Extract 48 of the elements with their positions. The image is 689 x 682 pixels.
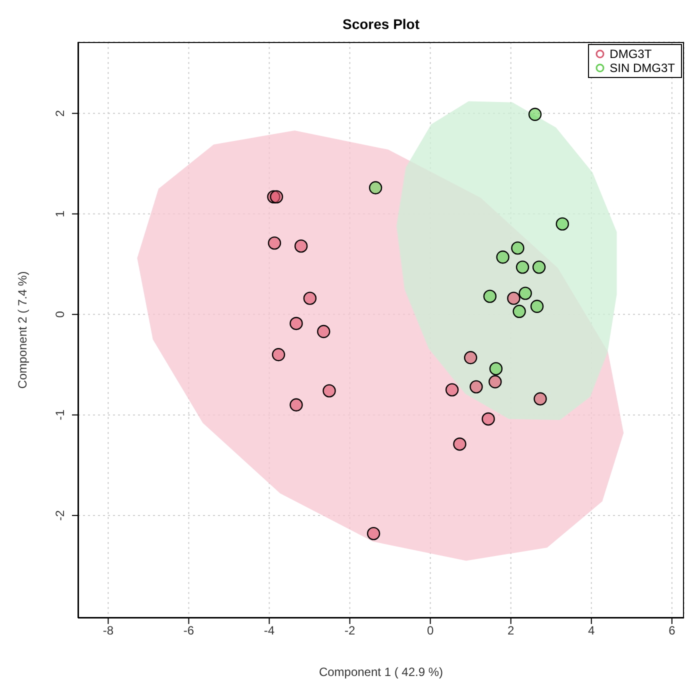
point: [512, 304, 526, 318]
point: [534, 392, 547, 406]
point: [528, 108, 542, 121]
point: [290, 316, 303, 330]
point: [507, 292, 520, 305]
point: [453, 437, 466, 451]
point: [530, 300, 544, 313]
point: [518, 286, 532, 300]
y-axis-title: Component 2 ( 7.4 %): [15, 271, 30, 389]
point: [511, 241, 524, 255]
legend-label: SIN DMG3T: [610, 61, 675, 75]
point: [272, 348, 286, 362]
point: [488, 375, 502, 388]
y-tick-label: 2: [53, 110, 67, 117]
x-tick-label: 2: [508, 624, 515, 638]
chart-title: Scores Plot: [341, 16, 421, 32]
x-tick-label: 6: [668, 624, 676, 638]
x-tick-label: 0: [426, 624, 434, 638]
point: [483, 290, 497, 303]
point: [496, 250, 510, 264]
point: [470, 380, 483, 394]
point: [294, 239, 308, 253]
point: [489, 362, 503, 376]
x-tick-label: -4: [264, 624, 275, 638]
x-tick-label: -6: [183, 624, 194, 638]
point: [322, 384, 336, 398]
x-tick-label: -8: [102, 624, 114, 638]
point: [303, 292, 317, 305]
point: [482, 412, 495, 426]
point: [445, 383, 459, 396]
point: [290, 398, 303, 412]
x-tick-label: 4: [588, 624, 596, 638]
y-tick-label: -1: [53, 409, 67, 420]
y-tick-label: 0: [53, 310, 67, 318]
point: [270, 190, 284, 204]
point: [317, 324, 330, 338]
point: [368, 181, 382, 194]
point: [464, 351, 478, 364]
point: [516, 260, 530, 274]
x-tick-label: -2: [344, 624, 356, 638]
point: [268, 236, 282, 250]
point: [366, 526, 380, 540]
x-axis-title: Component 1 ( 42.9 %): [318, 665, 444, 679]
point: [532, 260, 546, 274]
y-tick-label: -2: [53, 510, 67, 521]
y-tick-label: 1: [53, 210, 67, 218]
point: [556, 217, 569, 231]
legend-label: DMG3T: [610, 47, 652, 61]
